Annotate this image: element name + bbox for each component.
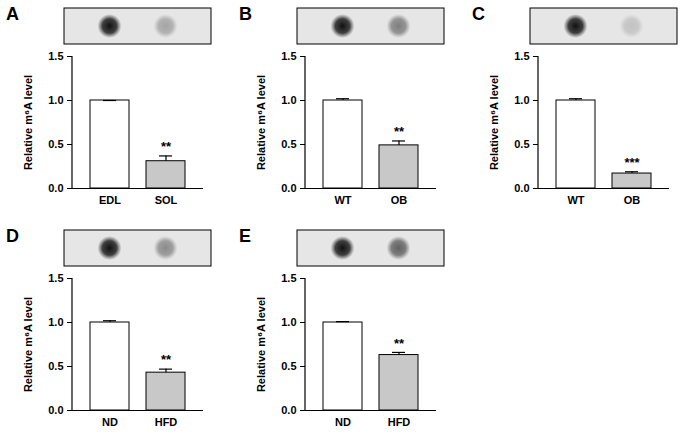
svg-text:1.0: 1.0 — [48, 94, 63, 106]
svg-text:1.0: 1.0 — [281, 316, 296, 328]
svg-text:Relative m⁶A level: Relative m⁶A level — [22, 297, 34, 392]
svg-text:1.0: 1.0 — [281, 94, 296, 106]
svg-text:1.0: 1.0 — [514, 94, 529, 106]
svg-text:1.5: 1.5 — [48, 272, 63, 284]
svg-text:0.5: 0.5 — [48, 138, 63, 150]
svg-text:1.5: 1.5 — [281, 272, 296, 284]
svg-text:0.0: 0.0 — [281, 404, 296, 416]
svg-text:0.5: 0.5 — [48, 360, 63, 372]
svg-text:HFD: HFD — [155, 416, 178, 428]
svg-text:WT: WT — [334, 194, 351, 206]
svg-text:1.5: 1.5 — [514, 50, 529, 62]
svg-text:**: ** — [161, 352, 172, 367]
html-text:D: D — [6, 226, 19, 246]
svg-text:ND: ND — [335, 416, 351, 428]
svg-text:SOL: SOL — [155, 194, 178, 206]
svg-text:1.5: 1.5 — [281, 50, 296, 62]
svg-text:**: ** — [161, 139, 172, 154]
svg-text:0.0: 0.0 — [514, 182, 529, 194]
svg-text:0.0: 0.0 — [48, 404, 63, 416]
svg-text:Relative m⁶A level: Relative m⁶A level — [255, 297, 267, 392]
svg-text:0.5: 0.5 — [514, 138, 529, 150]
svg-text:WT: WT — [567, 194, 584, 206]
svg-text:**: ** — [394, 124, 405, 139]
svg-text:OB: OB — [624, 194, 641, 206]
svg-text:ND: ND — [102, 416, 118, 428]
html-text:B: B — [239, 4, 252, 24]
svg-text:0.5: 0.5 — [281, 360, 296, 372]
svg-text:HFD: HFD — [388, 416, 411, 428]
svg-text:OB: OB — [391, 194, 408, 206]
svg-text:**: ** — [394, 336, 405, 351]
svg-text:0.5: 0.5 — [281, 138, 296, 150]
html-text:C: C — [472, 4, 485, 24]
svg-text:1.0: 1.0 — [48, 316, 63, 328]
svg-text:1.5: 1.5 — [48, 50, 63, 62]
svg-text:0.0: 0.0 — [281, 182, 296, 194]
html-text:A: A — [6, 4, 19, 24]
html-text:E: E — [239, 226, 251, 246]
svg-text:***: *** — [624, 155, 640, 170]
svg-text:0.0: 0.0 — [48, 182, 63, 194]
svg-text:Relative m⁶A level: Relative m⁶A level — [488, 75, 500, 170]
svg-text:Relative m⁶A level: Relative m⁶A level — [255, 75, 267, 170]
svg-text:EDL: EDL — [99, 194, 121, 206]
svg-text:Relative m⁶A level: Relative m⁶A level — [22, 75, 34, 170]
